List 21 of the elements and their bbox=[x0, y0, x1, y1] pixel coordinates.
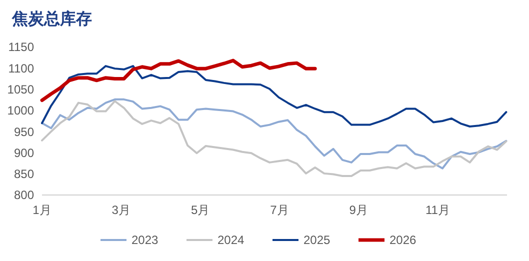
x-tick-label: 1月 bbox=[32, 203, 52, 217]
line-series bbox=[41, 65, 508, 128]
x-tick-label: 7月 bbox=[270, 203, 289, 217]
y-tick-label: 1150 bbox=[8, 40, 34, 54]
y-tick-label: 900 bbox=[14, 146, 34, 160]
legend-label: 2023 bbox=[132, 233, 159, 248]
y-tick-label: 1100 bbox=[8, 61, 34, 76]
x-tick-label: 5月 bbox=[190, 203, 210, 217]
legend-label: 2026 bbox=[390, 233, 417, 248]
y-tick-label: 850 bbox=[14, 167, 34, 182]
legend-label: 2025 bbox=[304, 233, 331, 248]
line-series bbox=[40, 58, 317, 102]
chart-title: 焦炭总库存 bbox=[11, 9, 92, 28]
legend-label: 2024 bbox=[218, 233, 245, 248]
x-tick-label: 3月 bbox=[112, 203, 130, 217]
y-tick-label: 1050 bbox=[7, 82, 34, 96]
x-tick-label: 9月 bbox=[349, 203, 368, 217]
y-tick-label: 800 bbox=[14, 188, 34, 202]
x-tick-label: 11月 bbox=[426, 203, 450, 217]
y-tick-label: 1000 bbox=[7, 104, 34, 118]
y-tick-label: 950 bbox=[14, 124, 34, 139]
